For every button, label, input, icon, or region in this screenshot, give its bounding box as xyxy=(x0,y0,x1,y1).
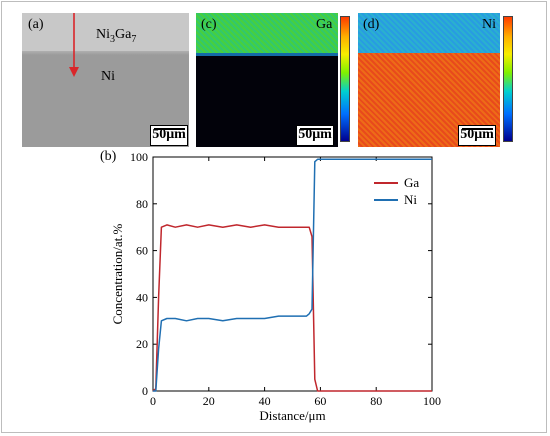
panel-c-label: (c) xyxy=(201,17,217,32)
panel-c-ga-map: (c) Ga 50μm xyxy=(196,13,338,147)
scalebar-text: 50μm xyxy=(152,127,186,142)
linescan-arrow xyxy=(69,13,79,77)
scalebar-text: 50μm xyxy=(460,127,494,142)
scalebar-text: 50μm xyxy=(298,127,332,142)
phase-label-ni: Ni xyxy=(101,69,115,84)
sem-top-phase xyxy=(22,13,189,51)
phase-ni: Ni xyxy=(96,27,110,42)
sem-interface-shadow xyxy=(22,51,189,55)
phase-sub-7: 7 xyxy=(131,33,137,45)
ni-top-region xyxy=(358,13,500,53)
panel-d-element: Ni xyxy=(482,17,496,32)
phase-label-ni3ga7: Ni3Ga7 xyxy=(96,27,136,45)
panel-c-scalebar: 50μm xyxy=(296,125,334,146)
panel-a-sem-image: (a) Ni3Ga7 Ni 50μm xyxy=(22,13,189,147)
panel-d-ni-map: (d) Ni 50μm xyxy=(358,13,500,147)
panel-d-colorbar xyxy=(503,16,513,142)
panel-b-label: (b) xyxy=(100,149,117,164)
phase-sub-3: 3 xyxy=(110,33,115,45)
ga-interface xyxy=(196,53,338,56)
panel-a-label: (a) xyxy=(28,17,44,32)
ga-rich-region xyxy=(196,13,338,53)
panel-d-label: (d) xyxy=(363,17,380,32)
panel-a-scalebar: 50μm xyxy=(150,125,188,146)
phase-ga: Ga xyxy=(115,27,132,42)
panel-c-colorbar xyxy=(340,16,350,142)
panel-d-scalebar: 50μm xyxy=(458,125,496,146)
scalebar-line xyxy=(462,128,493,130)
scalebar-line xyxy=(300,128,331,130)
scalebar-line xyxy=(154,128,185,130)
panel-c-element: Ga xyxy=(316,17,333,32)
